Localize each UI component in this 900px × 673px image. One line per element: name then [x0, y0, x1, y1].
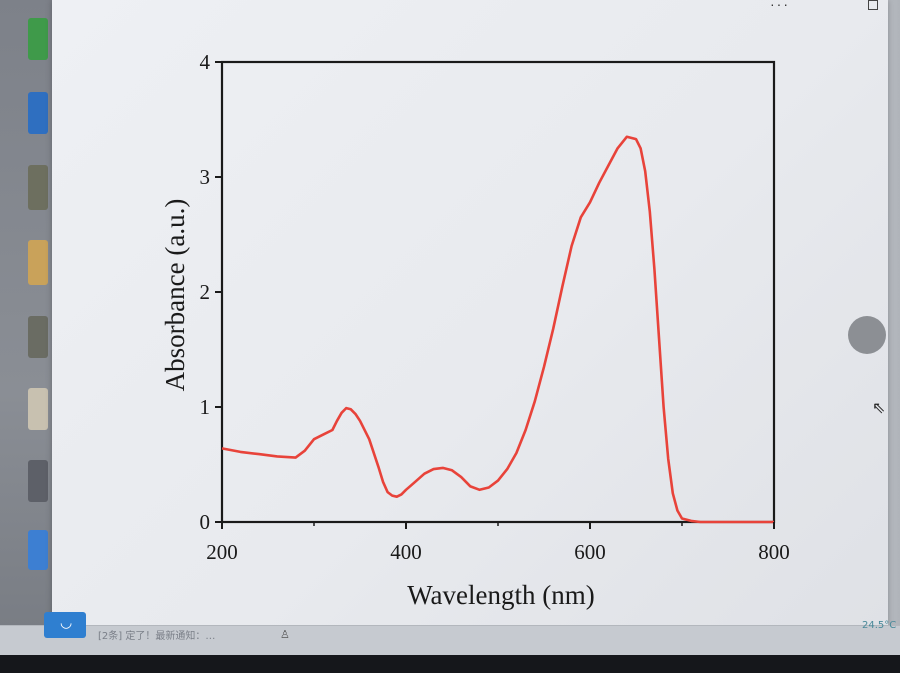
- y-tick-label: 1: [200, 395, 211, 419]
- app-tile-blue[interactable]: [28, 92, 48, 134]
- scroll-button[interactable]: [848, 316, 886, 354]
- left-app-strip: [0, 0, 52, 655]
- plot-frame: [220, 60, 776, 524]
- app-tile-light[interactable]: [28, 388, 48, 430]
- document-page: 200 400 600 800 0 1 2 3 4 Wavelength (nm) Absorb…: [52, 0, 888, 625]
- x-tick-label: 800: [758, 540, 790, 564]
- monitor-bezel: [0, 655, 900, 673]
- notification-text[interactable]: [2条] 定了！最新通知：…: [98, 631, 216, 642]
- temperature-label: 24.5°C: [862, 620, 897, 631]
- app-tile-dark[interactable]: [28, 460, 48, 502]
- y-axis-label: Absorbance (a.u.): [160, 199, 190, 392]
- absorbance-chart: 200 400 600 800 0 1 2 3 4 Wavelength (nm) Absorb…: [160, 50, 790, 610]
- x-tick-label: 400: [390, 540, 422, 564]
- app-tile-orange[interactable]: [28, 240, 48, 285]
- y-tick-label: 2: [200, 280, 211, 304]
- x-tick-label: 600: [574, 540, 606, 564]
- x-axis-label: Wavelength (nm): [407, 580, 595, 610]
- y-tick-label: 3: [200, 165, 211, 189]
- chat-icon: ◡: [60, 614, 73, 630]
- app-tile-photo-2[interactable]: [28, 316, 48, 358]
- more-options-icon[interactable]: ···: [770, 0, 790, 12]
- app-tile-blue-2[interactable]: [28, 530, 48, 570]
- pin-icon: ♙: [280, 629, 290, 641]
- mouse-cursor-icon: ⇖: [872, 400, 886, 417]
- y-tick-label: 0: [200, 510, 211, 534]
- app-tile-photo[interactable]: [28, 165, 48, 210]
- taskbar: [0, 625, 900, 656]
- absorbance-series-line: [221, 135, 774, 524]
- window-maximize-icon[interactable]: [868, 0, 878, 10]
- app-tile-green[interactable]: [28, 18, 48, 60]
- x-tick-label: 200: [206, 540, 238, 564]
- chat-button[interactable]: ◡: [44, 612, 86, 638]
- y-tick-label: 4: [200, 50, 211, 74]
